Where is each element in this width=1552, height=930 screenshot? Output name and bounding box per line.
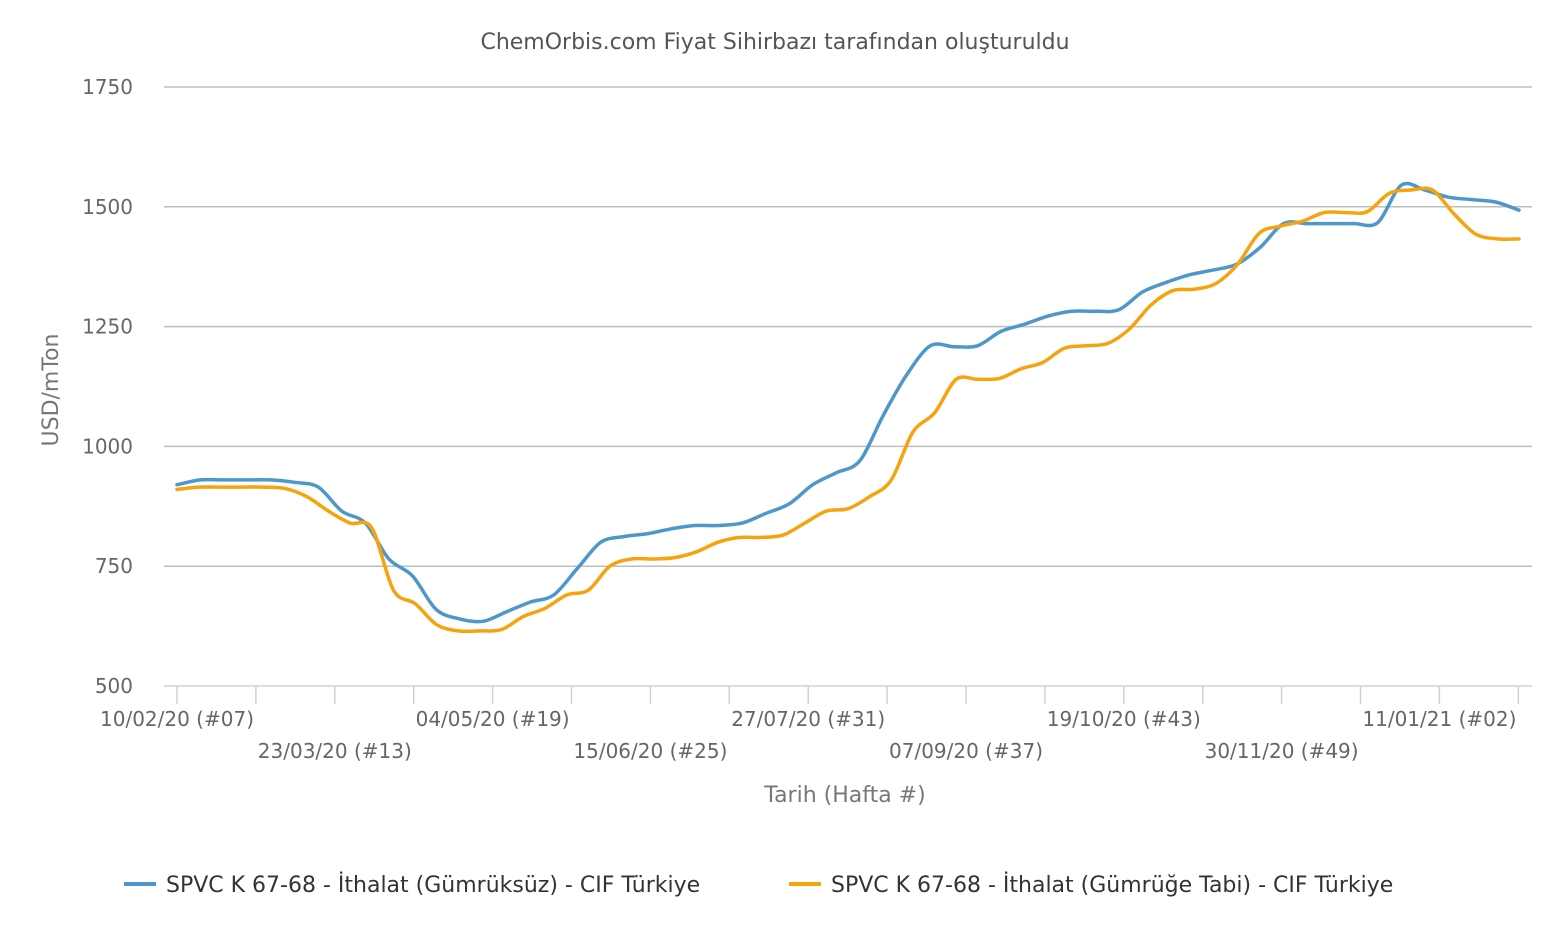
x-tick-label: 15/06/20 (#25) — [573, 739, 727, 763]
chart-title: ChemOrbis.com Fiyat Sihirbazı tarafından… — [480, 30, 1069, 55]
x-tick-label: 07/09/20 (#37) — [889, 739, 1043, 763]
grid-lines — [164, 86, 1532, 567]
series-lines — [175, 181, 1521, 634]
legend[interactable]: SPVC K 67-68 - İthalat (Gümrüksüz) - CIF… — [124, 872, 1393, 898]
legend-label: SPVC K 67-68 - İthalat (Gümrüğe Tabi) - … — [831, 872, 1393, 898]
x-tick-label: 30/11/20 (#49) — [1205, 739, 1359, 763]
x-tick-label: 27/07/20 (#31) — [731, 707, 885, 731]
y-tick-label: 1250 — [82, 315, 133, 339]
y-axis-ticks: 500 750 1000 1250 1500 1750 — [82, 75, 133, 698]
x-axis-ticks: 10/02/20 (#07)23/03/20 (#13)04/05/20 (#1… — [100, 707, 1516, 763]
x-tick-label: 10/02/20 (#07) — [100, 707, 254, 731]
x-tick-label: 23/03/20 (#13) — [258, 739, 412, 763]
y-axis-title: USD/mTon — [39, 334, 64, 447]
y-tick-label: 1000 — [82, 434, 133, 458]
x-axis — [164, 685, 1532, 704]
series-line-1 — [175, 181, 1521, 624]
x-tick-label: 19/10/20 (#43) — [1047, 707, 1201, 731]
y-tick-label: 500 — [95, 674, 133, 698]
legend-item-2[interactable]: SPVC K 67-68 - İthalat (Gümrüğe Tabi) - … — [789, 872, 1393, 898]
x-tick-label: 04/05/20 (#19) — [416, 707, 570, 731]
x-tick-label: 11/01/21 (#02) — [1362, 707, 1516, 731]
series-line-2 — [175, 186, 1521, 634]
x-axis-title: Tarih (Hafta #) — [763, 783, 925, 808]
y-tick-label: 750 — [95, 554, 133, 578]
y-tick-label: 1500 — [82, 195, 133, 219]
y-tick-label: 1750 — [82, 75, 133, 99]
legend-item-1[interactable]: SPVC K 67-68 - İthalat (Gümrüksüz) - CIF… — [124, 872, 700, 898]
legend-label: SPVC K 67-68 - İthalat (Gümrüksüz) - CIF… — [166, 872, 700, 898]
